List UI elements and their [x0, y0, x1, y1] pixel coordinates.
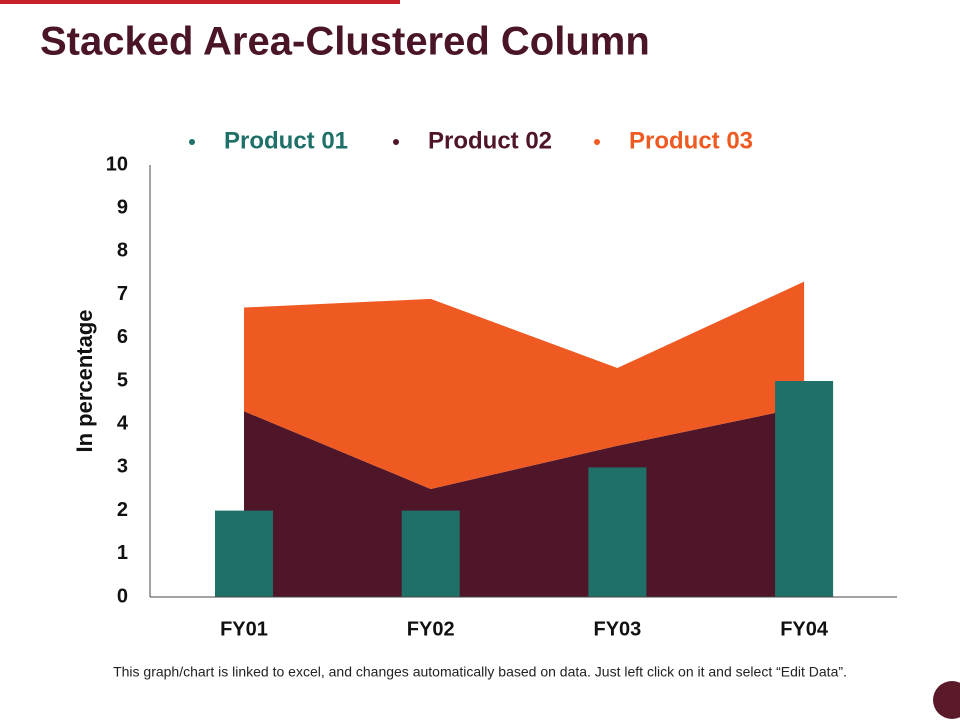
y-axis-label: In percentage: [72, 309, 97, 452]
legend-label: Product 01: [224, 127, 348, 154]
y-tick-label: 9: [117, 196, 128, 218]
y-tick-label: 3: [117, 456, 128, 478]
area: [244, 281, 805, 489]
bar: [215, 510, 273, 597]
footnote: This graph/chart is linked to excel, and…: [113, 664, 847, 680]
legend-label: Product 03: [629, 127, 753, 154]
legend-label: Product 02: [428, 127, 552, 154]
x-tick-label: FY02: [407, 618, 455, 640]
bar: [401, 510, 460, 597]
x-tick-label: FY01: [220, 618, 268, 640]
legend-bullet: [594, 139, 600, 145]
y-tick-label: 4: [117, 412, 129, 434]
bar: [588, 467, 647, 597]
bar: [775, 381, 834, 597]
y-tick-label: 10: [106, 153, 128, 175]
y-tick-label: 2: [117, 499, 128, 521]
area: [244, 406, 805, 597]
chart-title: Stacked Area-Clustered Column: [40, 20, 650, 64]
y-tick-label: 5: [117, 369, 128, 391]
legend-bullet: [189, 139, 195, 145]
y-tick-label: 8: [117, 240, 128, 262]
y-tick-label: 6: [117, 326, 128, 348]
y-tick-label: 0: [117, 585, 128, 607]
corner-dot: [933, 681, 960, 719]
accent-bar: [0, 0, 400, 4]
y-tick-label: 7: [117, 283, 128, 305]
x-tick-label: FY03: [593, 618, 641, 640]
legend-bullet: [393, 139, 399, 145]
x-tick-label: FY04: [780, 618, 829, 640]
y-tick-label: 1: [117, 542, 128, 564]
